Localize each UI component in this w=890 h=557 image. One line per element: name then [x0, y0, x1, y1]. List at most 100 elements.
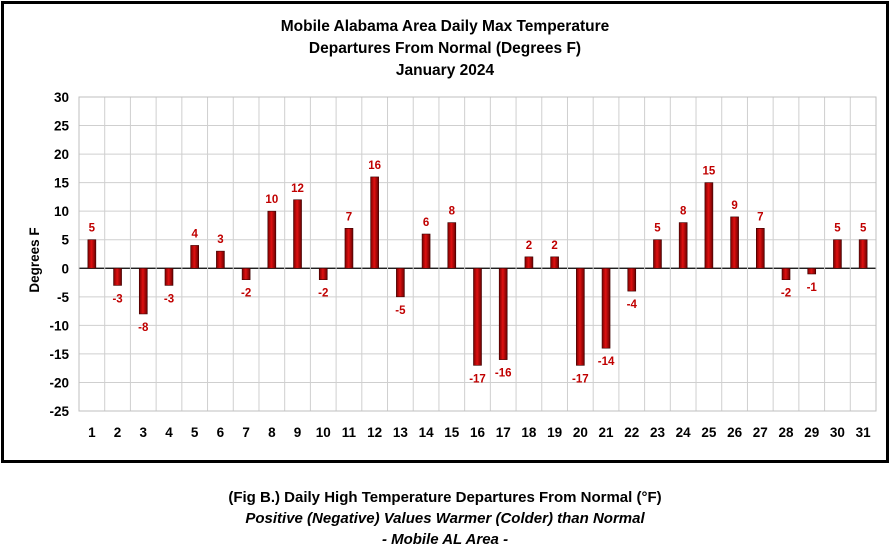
data-label: 2	[551, 240, 557, 252]
data-label: -2	[781, 288, 791, 300]
x-tick-label: 4	[165, 425, 173, 440]
bar-day-8	[267, 210, 277, 269]
data-label: 2	[526, 240, 532, 252]
bar-day-16	[473, 267, 482, 366]
figure-caption: (Fig B.) Daily High Temperature Departur…	[0, 487, 890, 550]
bar-day-6	[216, 250, 225, 269]
x-tick-label: 24	[676, 425, 692, 440]
y-tick-label: -10	[49, 318, 69, 333]
caption-line-2: Positive (Negative) Values Warmer (Colde…	[245, 510, 645, 527]
plot-area-border	[78, 96, 877, 412]
x-axis-ticks: 1 2 3 4 5 6 7 8 9 10 11 12 13 14 15 16 17 18 19 20 21 22 23 24 2…	[88, 425, 871, 440]
x-tick-label: 8	[268, 425, 276, 440]
x-tick-label: 20	[573, 425, 588, 440]
data-label: -3	[112, 293, 122, 305]
bar-day-18	[524, 256, 534, 269]
bar-day-7	[241, 267, 251, 280]
data-label: 5	[654, 223, 661, 235]
bar-day-2	[113, 267, 122, 286]
gridlines	[78, 96, 877, 412]
bar-day-27	[756, 228, 765, 269]
bar-day-14	[421, 233, 431, 269]
data-label: 5	[860, 223, 867, 235]
data-label: -3	[164, 293, 174, 305]
bar-day-17	[498, 267, 508, 360]
x-tick-label: 16	[470, 425, 486, 440]
bar-day-26	[730, 216, 739, 269]
bar-day-15	[447, 222, 457, 269]
y-tick-label: -25	[49, 404, 69, 419]
x-tick-label: 12	[367, 425, 382, 440]
data-label: -1	[807, 282, 818, 294]
x-tick-label: 31	[856, 425, 872, 440]
y-tick-label: -5	[57, 290, 69, 305]
data-label: -17	[469, 373, 486, 385]
x-tick-label: 13	[393, 425, 409, 440]
x-tick-label: 28	[779, 425, 795, 440]
x-tick-label: 26	[727, 425, 743, 440]
bar-day-3	[138, 267, 148, 315]
x-tick-label: 22	[624, 425, 639, 440]
data-label: -5	[395, 305, 406, 317]
x-tick-label: 2	[114, 425, 122, 440]
data-label: -8	[138, 322, 149, 334]
bar-day-13	[396, 267, 405, 298]
chart-title-line-3: January 2024	[396, 62, 495, 79]
data-label: 5	[834, 223, 841, 235]
data-label: 9	[731, 200, 737, 212]
x-tick-label: 10	[316, 425, 331, 440]
bar-day-5	[190, 245, 199, 269]
bar-day-30	[833, 239, 842, 269]
data-label: -2	[318, 288, 328, 300]
data-label: -2	[241, 288, 251, 300]
bar-day-25	[704, 182, 714, 269]
bar-day-20	[576, 267, 585, 366]
y-tick-label: -15	[49, 347, 69, 362]
x-tick-label: 19	[547, 425, 562, 440]
x-tick-label: 17	[496, 425, 511, 440]
data-label: -16	[495, 368, 512, 380]
y-tick-label: 0	[61, 261, 69, 276]
data-label: 16	[368, 160, 381, 172]
y-axis-label: Degrees F	[27, 227, 42, 292]
bar-day-31	[858, 239, 868, 269]
y-tick-label: 15	[54, 176, 70, 191]
data-label: -14	[598, 356, 615, 368]
data-label: 8	[680, 206, 687, 218]
chart-title-line-1: Mobile Alabama Area Daily Max Temperatur…	[281, 18, 610, 35]
x-tick-label: 7	[242, 425, 250, 440]
chart-frame: Mobile Alabama Area Daily Max Temperatur…	[1, 1, 889, 463]
y-tick-label: 25	[54, 119, 70, 134]
caption-line-1: (Fig B.) Daily High Temperature Departur…	[228, 489, 662, 506]
bar-day-11	[344, 228, 354, 269]
data-label: 8	[449, 206, 456, 218]
data-label: -17	[572, 373, 589, 385]
bar-day-19	[550, 256, 559, 269]
bar-day-24	[678, 222, 688, 269]
x-tick-label: 29	[804, 425, 819, 440]
x-tick-label: 6	[217, 425, 225, 440]
bar-day-23	[653, 239, 662, 269]
bar-day-12	[370, 176, 379, 269]
bar-day-21	[601, 267, 611, 349]
data-label: 15	[702, 166, 715, 178]
x-tick-label: 15	[444, 425, 460, 440]
y-tick-label: 20	[54, 147, 69, 162]
x-tick-label: 23	[650, 425, 666, 440]
x-tick-label: 1	[88, 425, 96, 440]
data-label: 10	[265, 194, 278, 206]
x-tick-label: 30	[830, 425, 845, 440]
x-tick-label: 3	[140, 425, 148, 440]
bar-day-28	[781, 267, 791, 280]
x-tick-label: 21	[599, 425, 615, 440]
data-label: 5	[89, 223, 96, 235]
bar-day-1	[87, 239, 97, 269]
y-axis-ticks: -25 -20 -15 -10 -5 0 5 10 15 20 25 30	[49, 90, 69, 419]
bar-day-29	[807, 267, 817, 275]
bar-day-22	[627, 267, 637, 292]
bar-day-10	[318, 267, 328, 280]
x-tick-label: 5	[191, 425, 199, 440]
x-tick-label: 18	[521, 425, 537, 440]
data-label: 3	[217, 234, 223, 246]
